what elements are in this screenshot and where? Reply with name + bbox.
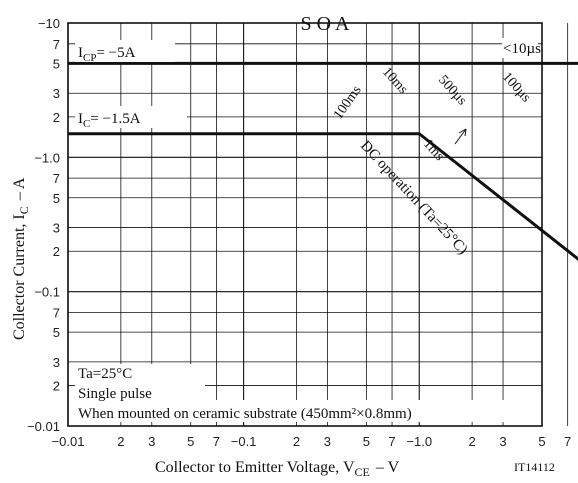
- x-tick-label: −1.0: [406, 434, 432, 449]
- x-tick-label: 3: [148, 434, 155, 449]
- x-tick-label: 3: [499, 434, 506, 449]
- y-tick-label: 2: [53, 244, 60, 259]
- plot-frame: [67, 22, 543, 427]
- y-tick-label: 3: [53, 221, 60, 236]
- x-tick-label: 5: [187, 434, 194, 449]
- x-tick-label: 7: [388, 434, 395, 449]
- y-tick-label: 5: [53, 191, 60, 206]
- figure-id: IT14112: [514, 460, 555, 474]
- label-10us: <10µs: [503, 41, 541, 57]
- ta-label: Ta=25°C: [78, 366, 132, 382]
- x-tick-label: −0.01: [52, 434, 85, 449]
- icp-label: ICP= −5A: [78, 45, 136, 64]
- series-line: [68, 132, 578, 261]
- y-tick-label: 5: [53, 325, 60, 340]
- chart-title: S O A: [301, 13, 350, 35]
- y-tick-labels: −0.01 2 3 5 7 −0.1 2 3 5 7 −1.0 2 3 5 7 −10: [27, 16, 60, 434]
- substrate-label: When mounted on ceramic substrate (450mm…: [78, 406, 412, 422]
- y-tick-label: 2: [53, 379, 60, 394]
- x-tick-label: −0.1: [231, 434, 257, 449]
- curves: [68, 61, 578, 261]
- label-100us: 100µs: [499, 70, 533, 106]
- y-tick-label: 7: [53, 305, 60, 320]
- y-tick-label: 2: [53, 110, 60, 125]
- x-tick-label: 7: [564, 434, 571, 449]
- y-tick-label: 3: [53, 355, 60, 370]
- x-tick-label: 7: [213, 434, 220, 449]
- x-tick-label: 5: [538, 434, 545, 449]
- y-tick-label: −1.0: [34, 150, 60, 165]
- single-pulse-label: Single pulse: [78, 386, 152, 402]
- y-tick-label: −10: [38, 16, 60, 31]
- ic-label: IC= −1.5A: [78, 111, 141, 130]
- y-tick-label: −0.1: [34, 285, 60, 300]
- label-1ms-arrow: [454, 128, 467, 145]
- x-tick-label: 2: [468, 434, 475, 449]
- y-tick-label: −0.01: [27, 419, 60, 434]
- x-tick-label: 2: [117, 434, 124, 449]
- y-tick-label: 3: [53, 86, 60, 101]
- label-1ms: 1ms: [420, 137, 447, 164]
- x-axis-label: Collector to Emitter Voltage, VCE – V: [155, 459, 400, 479]
- label-10ms: 10ms: [379, 65, 410, 98]
- label-500us: 500µs: [435, 73, 469, 109]
- label-1ms-arrowhead: [458, 128, 467, 137]
- y-tick-label: 5: [53, 56, 60, 71]
- x-tick-label: 2: [293, 434, 300, 449]
- y-tick-label: 7: [53, 37, 60, 52]
- y-tick-label: 7: [53, 171, 60, 186]
- x-tick-label: 3: [324, 434, 331, 449]
- y-axis-label: Collector Current, IC– A: [11, 177, 31, 340]
- x-tick-label: 5: [363, 434, 370, 449]
- series-line: [68, 61, 578, 65]
- label-100ms: 100ms: [331, 83, 365, 122]
